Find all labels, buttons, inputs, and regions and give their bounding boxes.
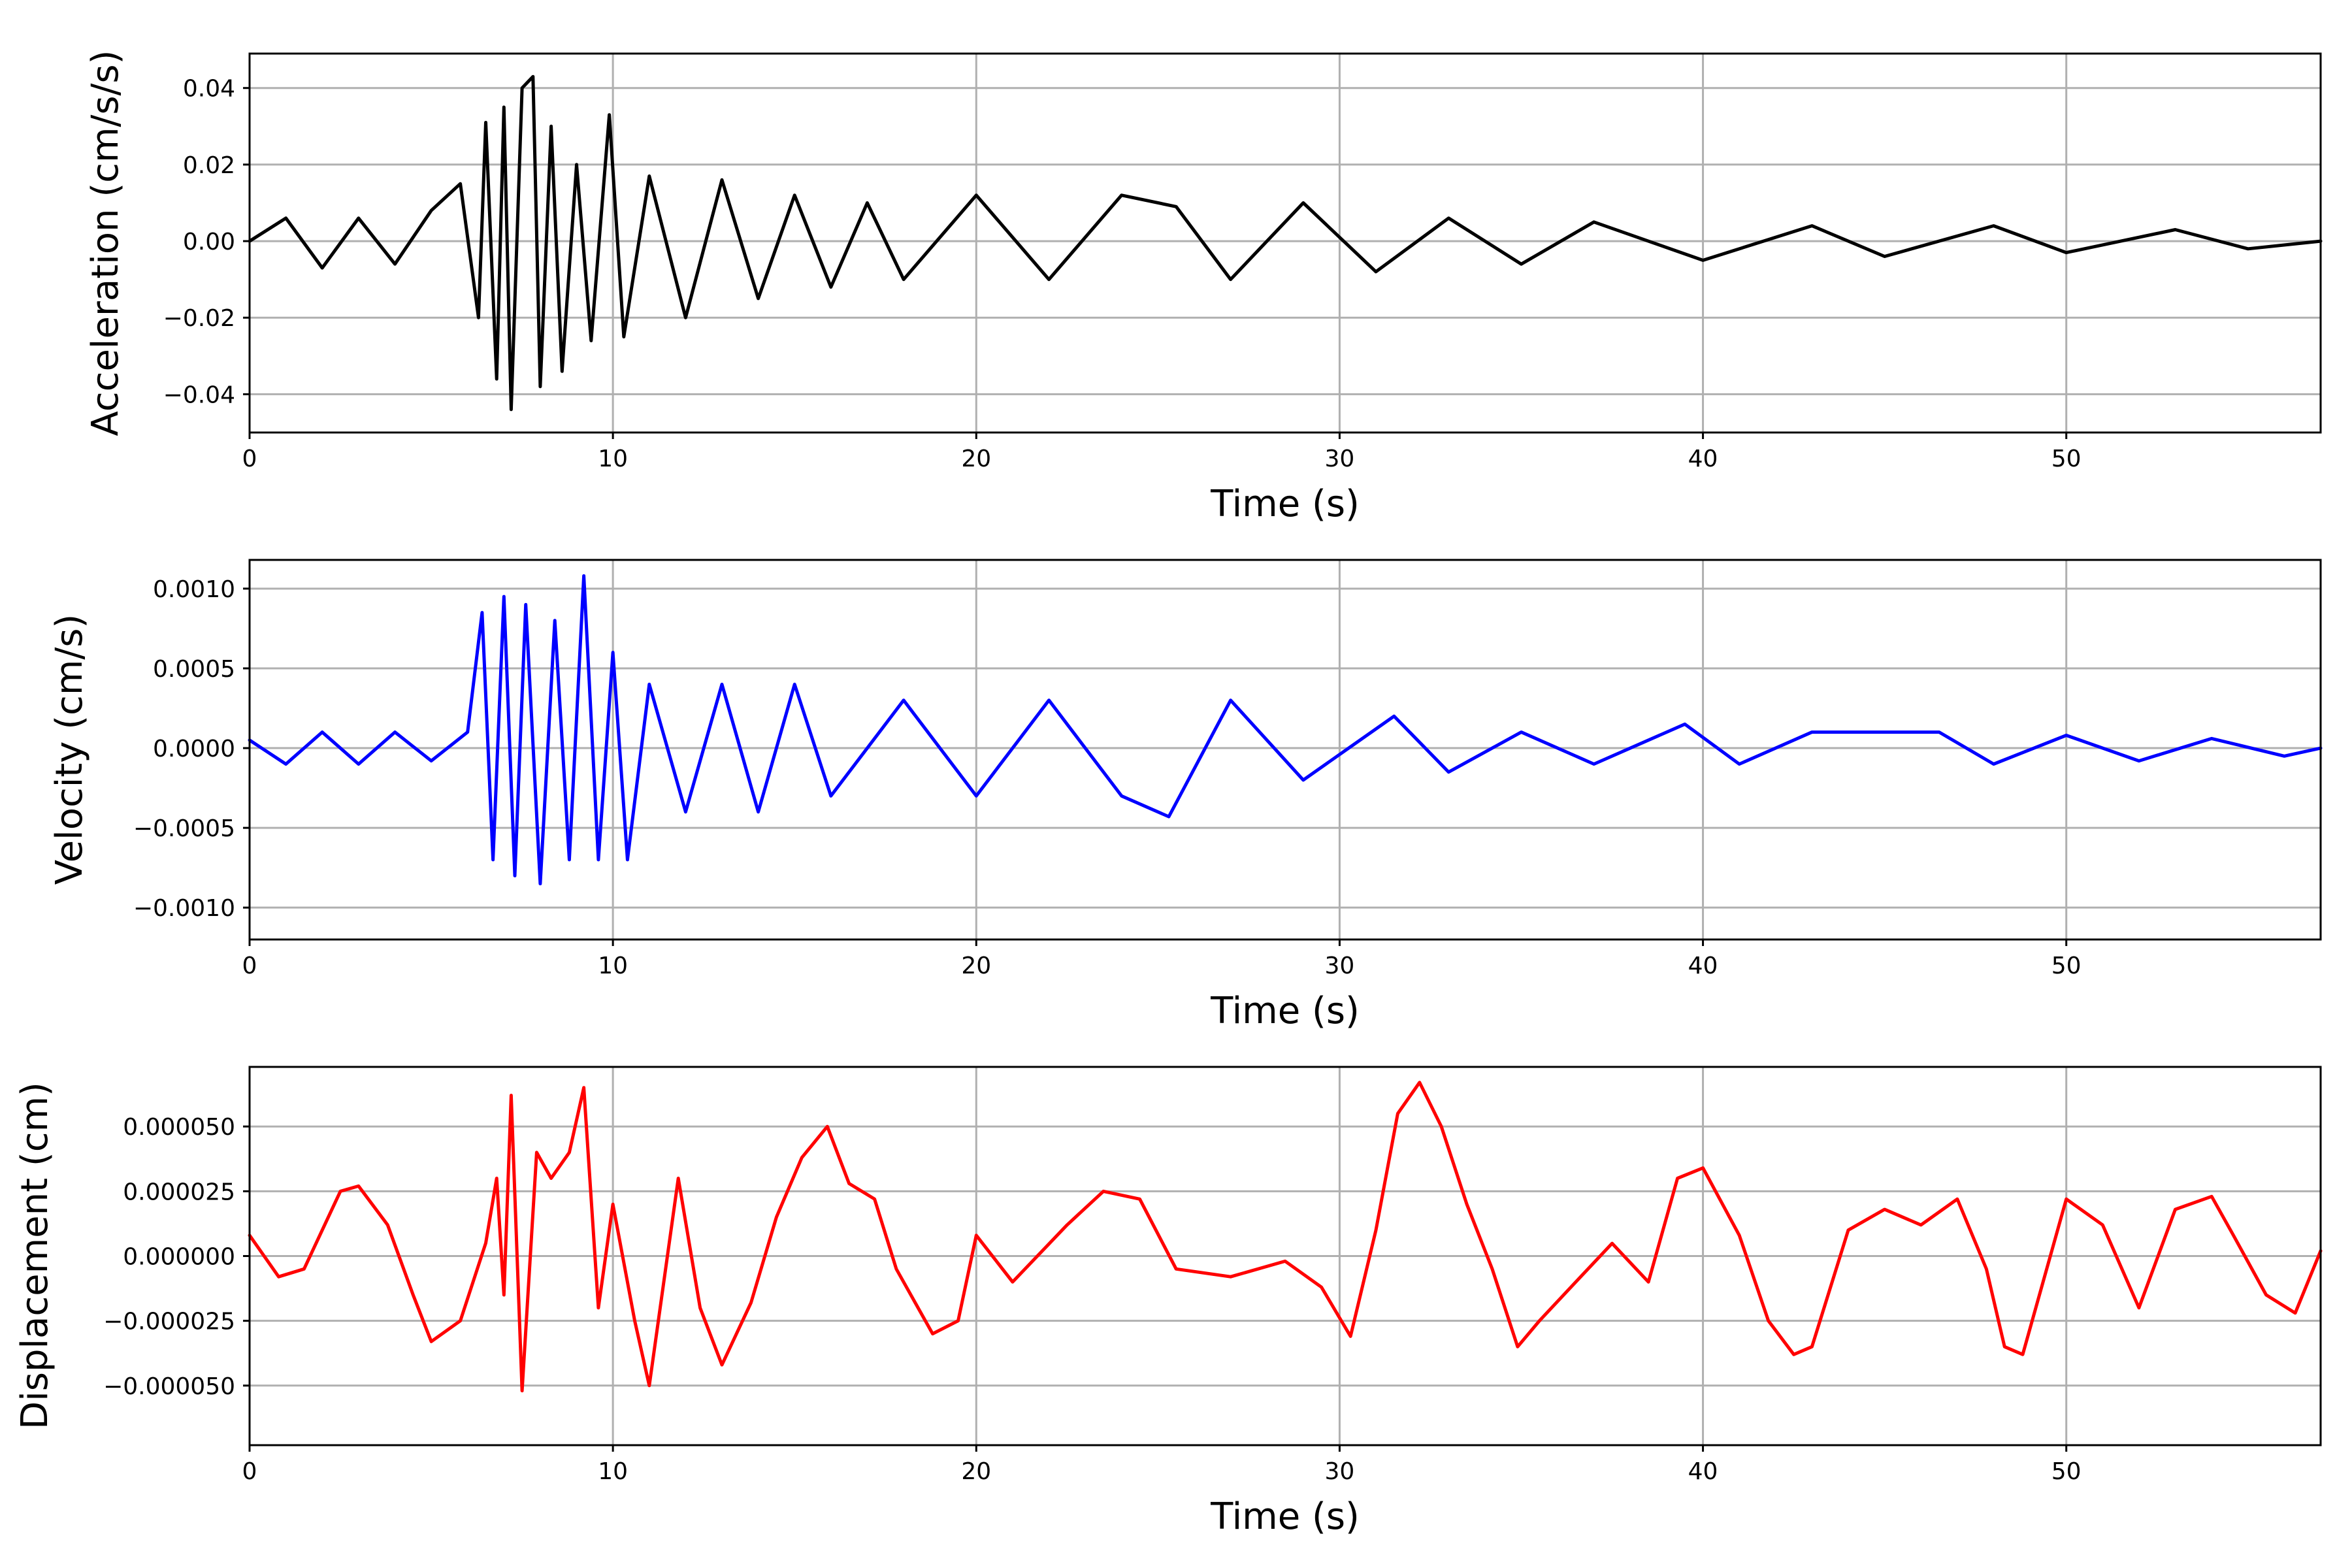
displacement-yaxis-title: Displacement (cm) [14,1082,56,1429]
acceleration-yaxis-title: Acceleration (cm/s/s) [84,50,127,436]
velocity-xtick-label: 50 [2051,953,2082,979]
velocity-ytick-label: 0.0010 [153,576,235,603]
displacement-ytick-label: −0.000025 [103,1309,235,1335]
displacement-ytick-label: 0.000050 [123,1114,235,1141]
displacement-xtick-label: 0 [242,1458,257,1485]
acceleration-trace [248,74,2323,412]
velocity-xtick-label: 40 [1688,953,1718,979]
velocity-xtick-label: 30 [1325,953,1355,979]
acceleration-ytick-label: 0.00 [183,229,235,255]
acceleration-xtick-label: 50 [2051,446,2082,472]
acceleration-plot-frame [248,52,2322,434]
acceleration-xtick-label: 10 [598,446,628,472]
displacement-xtick-label: 50 [2051,1458,2082,1485]
velocity-ytick-label: −0.0010 [133,895,235,922]
acceleration-xtick-label: 30 [1325,446,1355,472]
velocity-plot-frame [248,559,2322,941]
acceleration-ytick-label: −0.04 [163,382,235,408]
displacement-panel: 0 10 20 30 40 50 −0.000050 −0.000025 0.000000 0.0… [14,1066,2323,1538]
velocity-yaxis-title: Velocity (cm/s) [48,614,91,885]
acceleration-panel: 0 10 20 30 40 50 −0.04 −0.02 0.00 0.02 0.04 Time (s… [84,50,2323,525]
velocity-trace [248,574,2323,886]
acceleration-ytick-label: 0.04 [183,76,235,103]
displacement-xtick-label: 10 [598,1458,628,1485]
displacement-trace [248,1081,2323,1393]
displacement-xaxis-title: Time (s) [1210,1495,1360,1538]
displacement-ytick-label: 0.000000 [123,1244,235,1271]
acceleration-ytick-label: −0.02 [163,305,235,332]
velocity-ytick-label: 0.0005 [153,656,235,683]
acceleration-xaxis-title: Time (s) [1210,483,1360,525]
velocity-panel: 0 10 20 30 40 50 −0.0010 −0.0005 0.0000 0.0005 0.0… [48,559,2323,1032]
acceleration-xtick-label: 0 [242,446,257,472]
velocity-xaxis-title: Time (s) [1210,990,1360,1032]
displacement-xtick-label: 40 [1688,1458,1718,1485]
velocity-xtick-label: 20 [961,953,991,979]
acceleration-xtick-label: 20 [961,446,991,472]
acceleration-ytick-label: 0.02 [183,152,235,179]
velocity-xtick-label: 0 [242,953,257,979]
displacement-xtick-label: 30 [1325,1458,1355,1485]
displacement-xtick-label: 20 [961,1458,991,1485]
velocity-ytick-label: 0.0000 [153,736,235,762]
velocity-xtick-label: 10 [598,953,628,979]
displacement-ytick-label: 0.000025 [123,1179,235,1205]
displacement-ytick-label: −0.000050 [103,1373,235,1400]
velocity-ytick-label: −0.0005 [133,815,235,842]
acceleration-xtick-label: 40 [1688,446,1718,472]
